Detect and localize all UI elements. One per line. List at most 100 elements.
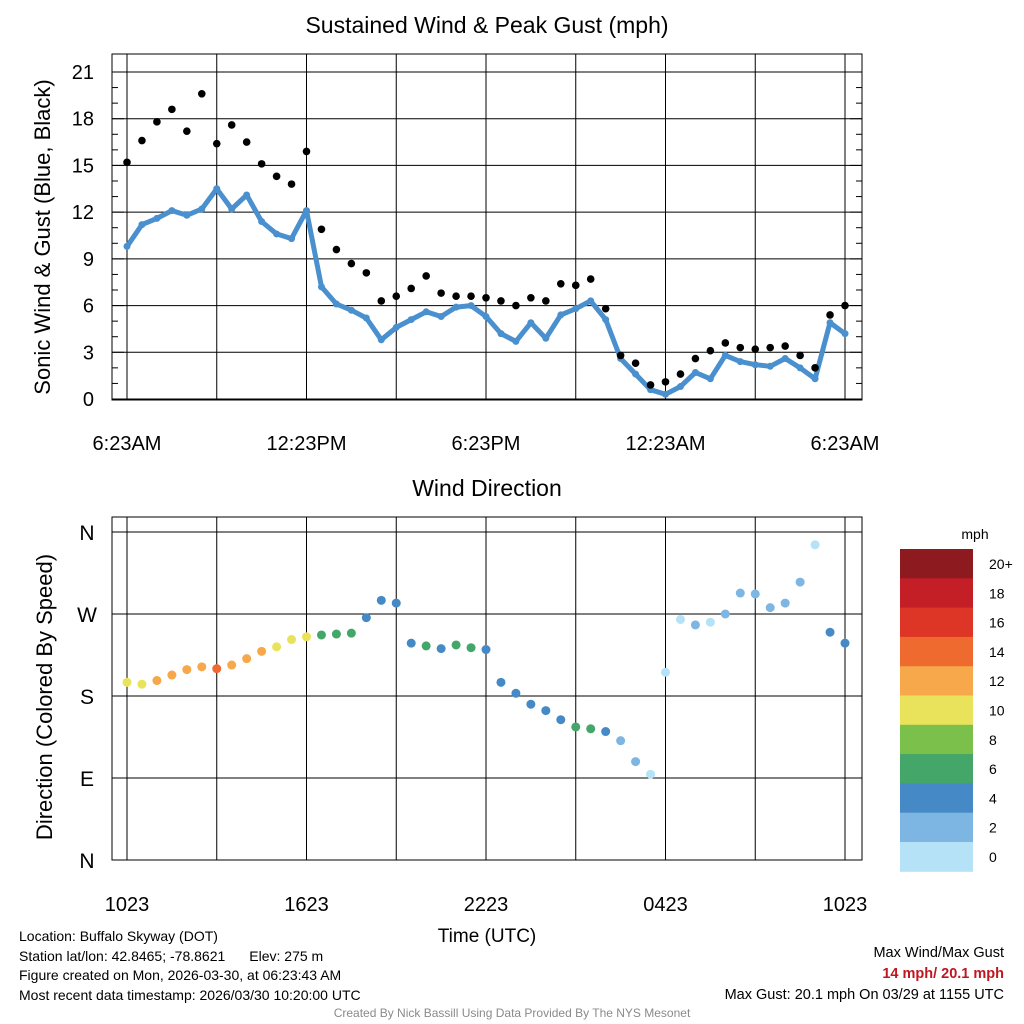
- wind-direction-point: [690, 620, 700, 630]
- sustained-wind-point: [676, 383, 684, 391]
- peak-gust-point: [153, 118, 161, 126]
- peak-gust-point: [168, 105, 176, 114]
- sustained-wind-point: [407, 316, 415, 324]
- latlon-line: Station lat/lon: 42.8465; -78.8621 Elev: …: [19, 947, 361, 967]
- peak-gust-point: [482, 293, 490, 302]
- bottom-x-tick-label: 0423: [643, 894, 688, 916]
- sustained-wind-point: [362, 314, 370, 322]
- peak-gust-point: [242, 138, 251, 146]
- wind-direction-point: [780, 598, 790, 608]
- recent-data-text: Most recent data timestamp: 2026/03/30 1…: [19, 986, 361, 1003]
- sustained-wind-point: [482, 312, 490, 320]
- colorbar-swatch: [900, 636, 973, 667]
- wind-direction-point: [481, 645, 491, 655]
- top-chart-x-tick-labels: 6:23AM 12:23PM 6:23PM 12:23AM 6:23AM: [93, 433, 880, 455]
- colorbar-label: 0: [989, 849, 997, 865]
- bottom-y-tick-label: N: [79, 850, 94, 873]
- wind-direction-point: [257, 646, 267, 656]
- peak-gust-point: [422, 272, 430, 280]
- peak-gust-point: [542, 297, 550, 305]
- peak-gust-point: [123, 158, 131, 167]
- sustained-wind-point: [153, 214, 161, 222]
- sustained-wind-point: [632, 370, 640, 378]
- sustained-wind-point: [452, 303, 460, 311]
- wind-direction-point: [496, 677, 506, 687]
- sustained-wind-point: [228, 205, 236, 213]
- peak-gust-point: [212, 139, 221, 148]
- colorbar-swatch: [900, 842, 973, 872]
- wind-direction-point: [810, 540, 820, 550]
- speed-colorbar: 20+ 18 16 14 12 10 8 6 4 2 0: [900, 549, 1013, 872]
- top-x-tick-label: 6:23AM: [93, 433, 162, 455]
- wind-direction-point: [466, 643, 476, 653]
- peak-gust-point: [796, 351, 804, 360]
- top-y-tick-label: 0: [83, 389, 94, 411]
- sustained-wind-point: [303, 207, 310, 215]
- peak-gust-point: [197, 90, 206, 98]
- wind-direction-point: [272, 642, 282, 652]
- sustained-wind-point: [811, 375, 819, 383]
- peak-gust-point: [751, 345, 760, 353]
- wind-direction-point: [167, 670, 177, 680]
- peak-gust-point: [781, 342, 789, 350]
- colorbar-label: 14: [989, 644, 1005, 660]
- sustained-wind-point: [317, 283, 325, 291]
- wind-direction-point: [331, 629, 341, 639]
- peak-gust-point: [691, 354, 700, 363]
- peak-gust-point: [317, 225, 326, 234]
- bottom-x-tick-label: 1023: [823, 894, 868, 916]
- peak-gust-point: [601, 304, 610, 313]
- top-y-tick-label: 18: [72, 109, 94, 131]
- top-y-tick-label: 12: [72, 202, 94, 224]
- peak-gust-point: [452, 292, 460, 301]
- sustained-wind-point: [721, 351, 729, 359]
- peak-gust-point: [512, 301, 520, 310]
- top-y-tick-label: 9: [83, 249, 94, 271]
- sustained-wind-point: [512, 337, 520, 345]
- peak-gust-point: [377, 297, 386, 305]
- wind-direction-point: [182, 665, 192, 675]
- max-gust-text: Max Gust: 20.1 mph On 03/29 at 1155 UTC: [724, 987, 1004, 1003]
- wind-direction-point: [197, 662, 207, 672]
- wind-direction-point: [436, 644, 446, 654]
- wind-direction-point: [765, 603, 775, 613]
- top-y-tick-label: 6: [83, 296, 94, 318]
- top-x-tick-label: 6:23AM: [811, 433, 880, 455]
- sustained-wind-point: [841, 330, 849, 338]
- sustained-wind-point: [572, 305, 580, 313]
- sustained-wind-point: [766, 362, 774, 370]
- colorbar-swatch: [900, 695, 973, 726]
- wind-direction-point: [616, 736, 626, 746]
- max-values: 14 mph/ 20.1 mph: [882, 966, 1004, 982]
- peak-gust-point: [362, 269, 371, 277]
- top-x-tick-label: 12:23PM: [266, 433, 346, 455]
- wind-direction-point: [137, 679, 147, 689]
- bottom-x-tick-label: 1623: [284, 894, 329, 916]
- peak-gust-point: [392, 292, 401, 301]
- sustained-wind-point: [706, 375, 714, 383]
- colorbar-label: 6: [989, 761, 997, 777]
- peak-gust-point: [646, 381, 655, 389]
- wind-direction-point: [661, 667, 670, 677]
- top-chart-y-tick-labels: 0 3 6 9 12 15 18 21: [72, 62, 94, 411]
- wind-direction-point: [316, 630, 326, 640]
- sustained-wind-point: [736, 358, 744, 366]
- colorbar-swatch: [900, 578, 973, 609]
- sustained-wind-point: [138, 221, 146, 229]
- wind-direction-point: [586, 724, 596, 734]
- sustained-wind-point: [422, 308, 430, 316]
- bottom-y-tick-label: W: [77, 604, 97, 627]
- colorbar-label: 12: [989, 673, 1005, 689]
- wind-direction-point: [421, 641, 431, 651]
- wind-direction-point: [825, 627, 835, 637]
- peak-gust-point: [616, 351, 625, 360]
- wind-direction-point: [601, 727, 611, 737]
- colorbar-swatch: [900, 607, 973, 638]
- sustained-wind-point: [243, 191, 251, 199]
- peak-gust-point: [631, 359, 640, 367]
- bottom-chart-x-tick-labels: 1023 1623 2223 0423 1023: [105, 894, 868, 916]
- top-chart-grid: [112, 54, 862, 400]
- bottom-y-tick-label: S: [80, 686, 94, 709]
- top-chart-title: Sustained Wind & Peak Gust (mph): [305, 12, 668, 38]
- sustained-wind-point: [602, 316, 610, 324]
